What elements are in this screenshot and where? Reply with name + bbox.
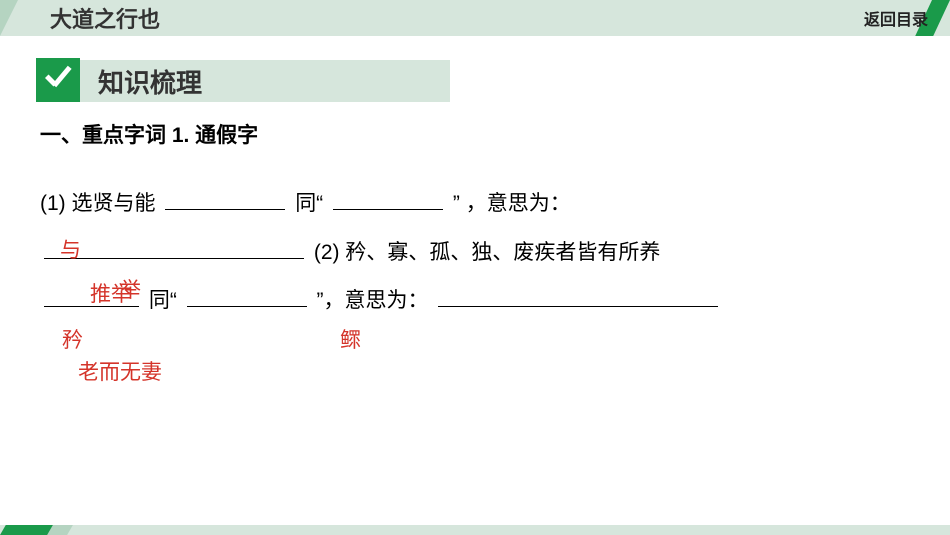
item1-prefix: (1) 选贤与能 [40,192,156,215]
subheading: 一、重点字词 1. 通假字 [40,112,910,160]
header-bar: 大道之行也 返回目录 [0,0,950,36]
blank-3 [44,236,304,259]
blank-2 [333,187,443,210]
section-header: 知识梳理 [40,60,450,102]
blank-1 [165,187,285,210]
tong-label: 同“ [295,192,323,215]
tong2-label: 同“ [149,289,177,312]
section-title: 知识梳理 [98,63,202,100]
meaning-label: ，意思为： [466,192,571,215]
close-quote2: ”，意思为： [317,289,429,312]
close-quote: ” [453,192,460,215]
content-area: 一、重点字词 1. 通假字 (1) 选贤与能 同“ ” ，意思为： (2) 矜、… [40,112,910,325]
check-icon [36,58,80,102]
answer-6: 老而无妻 [78,348,162,396]
item2-rest: 矜、寡、孤、独、废疾者皆有所养 [345,241,660,264]
page-title: 大道之行也 [50,2,160,34]
blank-6 [438,284,718,307]
return-link[interactable]: 返回目录 [864,0,928,36]
body-text: (1) 选贤与能 同“ ” ，意思为： (2) 矜、寡、孤、独、废疾者皆有所养 … [40,180,910,325]
answer-5: 鳏 [340,316,361,364]
item2-num: (2) [314,241,340,264]
answer-1: 与 [60,226,81,274]
blank-5 [187,284,307,307]
answer-3: 推举 [90,270,132,318]
footer-bar [0,525,950,535]
header-accent [0,0,18,36]
